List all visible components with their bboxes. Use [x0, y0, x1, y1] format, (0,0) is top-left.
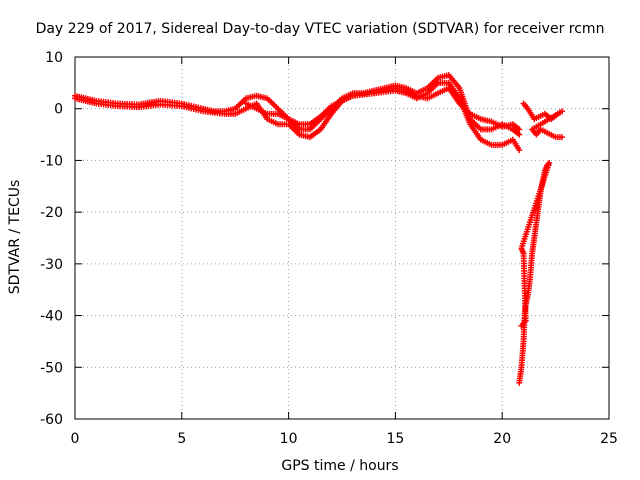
axes [74, 56, 610, 420]
x-tick-label: 5 [177, 431, 186, 447]
y-tick-label: -60 [40, 412, 63, 428]
data-point [516, 126, 523, 133]
y-tick-label: -50 [40, 360, 63, 376]
data-marks [72, 72, 566, 386]
tick-labels: 0 5 10 15 20 25 10 0 -10 -20 -30 -40 -50 -60 [40, 50, 618, 447]
y-tick-label: -40 [40, 309, 63, 325]
x-tick-label: 20 [493, 431, 511, 447]
x-tick-label: 15 [386, 431, 404, 447]
y-tick-label: 10 [45, 50, 63, 66]
chart-title: Day 229 of 2017, Sidereal Day-to-day VTE… [36, 21, 605, 37]
y-tick-label: -10 [40, 153, 63, 169]
y-tick-label: -20 [40, 205, 63, 221]
data-point [518, 322, 525, 329]
data-point [516, 147, 523, 154]
x-tick-label: 25 [600, 431, 618, 447]
y-tick-label: -30 [40, 257, 63, 273]
data-point [516, 131, 523, 138]
plot-border [74, 56, 610, 420]
y-tick-label: 0 [54, 102, 63, 118]
data-point [559, 134, 566, 141]
x-tick-label: 10 [280, 431, 298, 447]
x-tick-label: 0 [71, 431, 80, 447]
y-axis-label: SDTVAR / TECUs [7, 180, 23, 295]
x-axis-label: GPS time / hours [281, 458, 398, 474]
